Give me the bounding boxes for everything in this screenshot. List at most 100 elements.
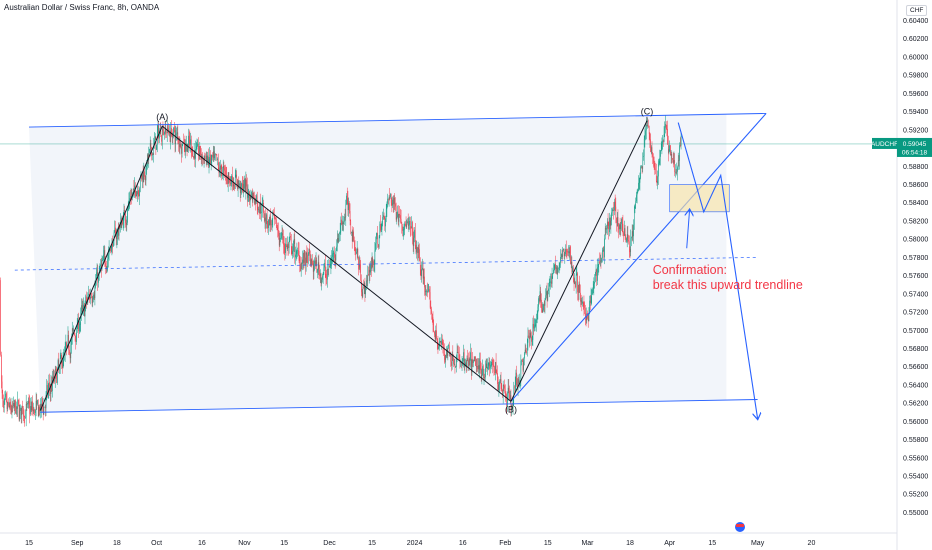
- candle-body: [342, 222, 344, 224]
- candle-body: [115, 227, 116, 237]
- candle-body: [408, 224, 410, 226]
- candle-body: [323, 267, 325, 275]
- candle-body: [288, 243, 289, 248]
- candle-body: [386, 202, 388, 210]
- price-axis[interactable]: 0.60400 0.60200 0.60000 0.59800 0.59600 0.594…: [896, 0, 928, 550]
- candle-body: [216, 154, 218, 160]
- candle-body: [471, 359, 473, 373]
- candle-body: [32, 401, 33, 411]
- candle-body: [474, 356, 476, 362]
- candle-body: [328, 265, 330, 270]
- candle-body: [385, 218, 386, 227]
- candle-body: [105, 262, 106, 267]
- candle-body: [32, 409, 34, 411]
- candle-body: [556, 267, 557, 269]
- candle-body: [325, 273, 327, 278]
- candle-body: [672, 159, 674, 163]
- candle-body: [341, 219, 342, 225]
- candle-body: [66, 345, 68, 347]
- candle-body: [35, 409, 36, 413]
- candle-body: [373, 261, 374, 265]
- candle-body: [149, 143, 151, 149]
- price-tick: 0.57400: [903, 291, 928, 298]
- candle-body: [174, 130, 176, 144]
- candle-body: [243, 188, 245, 190]
- candle-body: [552, 273, 554, 277]
- candle-body: [378, 236, 380, 248]
- candle-body: [624, 228, 626, 236]
- candle-body: [327, 268, 328, 280]
- candle-body: [360, 267, 361, 281]
- candle-body: [228, 172, 230, 180]
- candle-body: [629, 249, 631, 253]
- candle-body: [671, 153, 673, 159]
- candle-body: [536, 313, 538, 320]
- candle-body: [592, 289, 593, 295]
- candle-body: [324, 263, 325, 268]
- candle-body: [572, 267, 573, 273]
- candle-body: [570, 246, 571, 264]
- candle-body: [187, 148, 189, 152]
- candle-body: [0, 280, 1, 355]
- candle-body: [259, 209, 260, 213]
- candle-body: [277, 229, 279, 231]
- candle-body: [426, 290, 427, 292]
- candle-body: [246, 179, 247, 187]
- candle-body: [362, 287, 364, 297]
- candle-body: [268, 219, 270, 226]
- currency-badge[interactable]: CHF: [906, 5, 928, 16]
- candle-body: [154, 136, 156, 140]
- candle-body: [626, 234, 628, 239]
- candle-body: [594, 281, 595, 284]
- candle-body: [232, 175, 233, 183]
- candle-body: [391, 202, 393, 206]
- candle-body: [146, 166, 147, 169]
- candle-body: [472, 359, 473, 364]
- candle-body: [533, 323, 534, 329]
- candle-body: [414, 229, 416, 245]
- candle-body: [69, 349, 70, 354]
- candle-body: [21, 405, 23, 416]
- candle-body: [371, 257, 373, 269]
- candle-body: [60, 354, 62, 359]
- candle-body: [444, 347, 445, 355]
- candle-body: [418, 247, 420, 250]
- candle-body: [501, 388, 503, 390]
- candle-body: [448, 345, 449, 347]
- time-axis[interactable]: 15 Sep 18 Oct 16 Nov 15 Dec 15 2024 16 Feb 15 Mar 18 Ap…: [0, 532, 897, 547]
- candle-body: [309, 249, 310, 255]
- candle-body: [407, 221, 409, 226]
- price-tick: 0.55400: [903, 474, 928, 481]
- candle-body: [657, 176, 658, 184]
- candle-body: [5, 393, 6, 398]
- candle-body: [491, 359, 493, 365]
- candle-body: [668, 144, 669, 153]
- candle-body: [89, 297, 91, 299]
- candle-body: [358, 257, 359, 270]
- candle-body: [668, 149, 670, 153]
- candle-body: [324, 263, 326, 274]
- candle-body: [562, 250, 563, 257]
- candle-body: [295, 253, 297, 255]
- candle-body: [43, 407, 45, 415]
- candle-body: [547, 290, 549, 301]
- candle-body: [85, 296, 86, 307]
- candle-body: [81, 305, 83, 309]
- candle-body: [158, 125, 159, 139]
- candle-body: [320, 273, 321, 276]
- candle-body: [489, 362, 490, 369]
- candle-body: [664, 127, 666, 135]
- candle-body: [412, 221, 413, 236]
- candle-body: [349, 211, 351, 221]
- candles: [0, 115, 682, 427]
- candle-body: [601, 258, 602, 262]
- candle-body: [490, 365, 491, 369]
- candle-body: [632, 231, 634, 237]
- price-tick: 0.55600: [903, 455, 928, 462]
- candle-body: [528, 335, 529, 337]
- candle-body: [450, 352, 451, 362]
- candle-body: [522, 361, 524, 371]
- candle-body: [293, 239, 295, 244]
- candle-body: [470, 352, 472, 373]
